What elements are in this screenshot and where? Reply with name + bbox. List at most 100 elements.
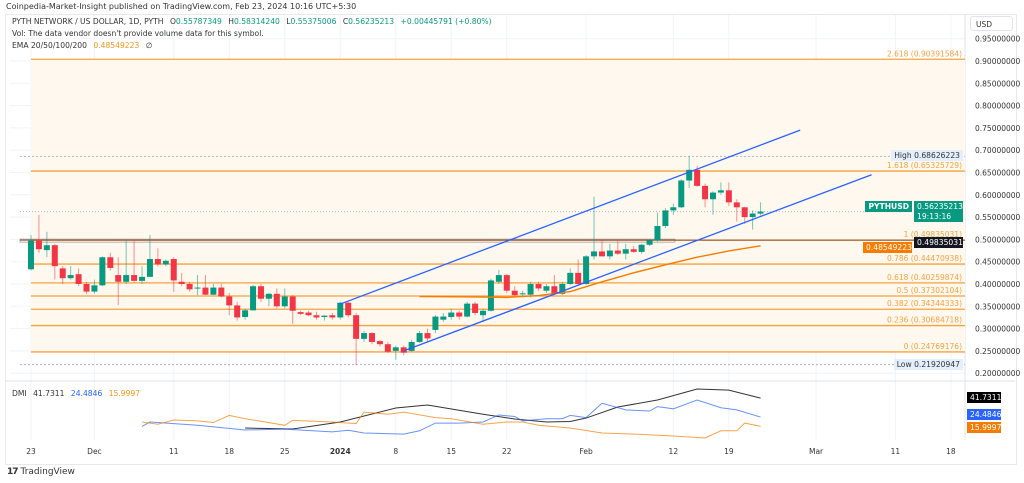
candle-body xyxy=(337,302,344,318)
fib-level-label: 0.382 (0.34344333) xyxy=(887,299,962,308)
time-tick-label: Mar xyxy=(809,447,824,456)
candle-body xyxy=(725,190,732,203)
dmi-legend[interactable]: DMI 41.7311 24.4846 15.9997 xyxy=(12,389,144,398)
candle-body xyxy=(242,310,249,318)
candle-body xyxy=(487,280,494,311)
candle-body xyxy=(321,315,328,318)
fib-level-label: 1 (0.49835031) xyxy=(904,230,962,239)
price-tick-label: 0.85000000 xyxy=(975,79,1021,88)
candle-body xyxy=(472,303,479,313)
candle-body xyxy=(464,303,471,317)
price-tick-label: 0.70000000 xyxy=(975,146,1021,155)
candle-body xyxy=(424,333,431,339)
candle-body xyxy=(250,286,257,311)
price-tick-label: 0.60000000 xyxy=(975,191,1021,200)
candle-body xyxy=(614,250,621,254)
candle-body xyxy=(376,341,383,345)
candle-body xyxy=(400,347,407,353)
channel-upper-line xyxy=(340,129,801,305)
reference-lines xyxy=(19,155,965,366)
fib-level-label: 0.618 (0.40259874) xyxy=(887,273,962,282)
candle-body xyxy=(503,275,510,291)
candle-body xyxy=(511,290,518,296)
ema-value: 0.48549223 xyxy=(93,41,140,50)
candle-body xyxy=(384,344,391,352)
candle-body xyxy=(297,312,304,314)
dmi-pane xyxy=(141,388,761,439)
candle-body xyxy=(591,251,598,257)
candle-body xyxy=(91,285,98,292)
ema-legend[interactable]: EMA 20/50/100/200 0.48549223 ∅ xyxy=(12,41,156,50)
price-tick-label: 0.50000000 xyxy=(975,235,1021,244)
time-tick-label: 8 xyxy=(393,447,398,456)
candle-body xyxy=(257,286,264,299)
ohlc-high: H0.58314240 xyxy=(228,17,280,26)
price-tick-label: 0.90000000 xyxy=(975,57,1021,66)
candle-body xyxy=(432,316,439,330)
fib-level-label: 0 (0.24769176) xyxy=(904,342,962,351)
candle-body xyxy=(99,257,106,286)
price-tick-label: 0.65000000 xyxy=(975,169,1021,178)
price-tick-label: 0.35000000 xyxy=(975,302,1021,311)
candle-body xyxy=(495,275,502,282)
symbol-tag: PYTHUSD xyxy=(865,201,912,212)
price-tick-label: 0.55000000 xyxy=(975,213,1021,222)
channel-lower-line xyxy=(403,174,872,352)
price-tick-label: 0.45000000 xyxy=(975,258,1021,267)
ema-polyline xyxy=(419,245,761,299)
candle-body xyxy=(289,296,296,311)
price-tick-label: 0.80000000 xyxy=(975,102,1021,111)
tradingview-logo[interactable]: 17 TradingView xyxy=(7,467,75,477)
time-tick-label: 25 xyxy=(280,447,290,456)
adx-tag: 41.7311 xyxy=(967,392,1001,403)
candle-body xyxy=(622,249,629,254)
candle-body xyxy=(115,275,122,282)
candle-body xyxy=(51,245,58,267)
level-line-tag: 0.49835031 xyxy=(914,237,963,248)
volume-note: Vol: The data vendor doesn't provide vol… xyxy=(12,29,264,38)
candle-body xyxy=(178,281,185,284)
dmi-minus-di-value: 15.9997 xyxy=(108,389,141,398)
fib-level-label: 1.618 (0.65325729) xyxy=(887,161,962,170)
candle-body xyxy=(210,287,217,295)
time-tick-label: Feb xyxy=(579,447,593,456)
candle-body xyxy=(654,226,661,241)
candle-body xyxy=(305,312,312,316)
ema-line xyxy=(419,245,761,299)
fib-level-label: 0.236 (0.30684718) xyxy=(887,316,962,325)
ohlc-close: C0.56235213 xyxy=(342,17,395,26)
candle-body xyxy=(392,347,399,351)
candle-body xyxy=(408,341,415,351)
candle-body xyxy=(154,259,161,265)
candle-body xyxy=(757,211,764,214)
candle-body xyxy=(67,275,74,279)
candle-body xyxy=(146,259,153,277)
candle-body xyxy=(519,293,526,295)
time-tick-label: 11 xyxy=(169,447,179,456)
candle-body xyxy=(218,287,225,297)
candle-body xyxy=(202,287,209,295)
candle-body xyxy=(75,274,82,284)
time-tick-label: Dec xyxy=(87,447,102,456)
candle-body xyxy=(281,296,288,307)
ema-empty-icon: ∅ xyxy=(145,41,153,50)
candle-body xyxy=(606,250,613,257)
high-tag: High 0.68626223 xyxy=(891,150,963,161)
channel-lines xyxy=(340,129,872,352)
candle-body xyxy=(353,315,360,339)
candle-body xyxy=(35,240,42,250)
candle-body xyxy=(480,310,487,316)
candle-body xyxy=(551,286,558,294)
candle-body xyxy=(583,256,590,284)
currency-button[interactable]: USD xyxy=(970,16,1013,31)
price-tick-label: 0.75000000 xyxy=(975,124,1021,133)
candle-body xyxy=(741,207,748,218)
time-tick-label: 23 xyxy=(26,447,36,456)
candle-body xyxy=(678,180,685,208)
dmi-label: DMI xyxy=(12,389,27,398)
candle-body xyxy=(646,240,653,245)
last-price-tag: 0.56235213 19:13:16 xyxy=(914,201,963,222)
ohlc-low: L0.55375006 xyxy=(286,17,337,26)
ohlc-open: O0.55787349 xyxy=(169,17,222,26)
